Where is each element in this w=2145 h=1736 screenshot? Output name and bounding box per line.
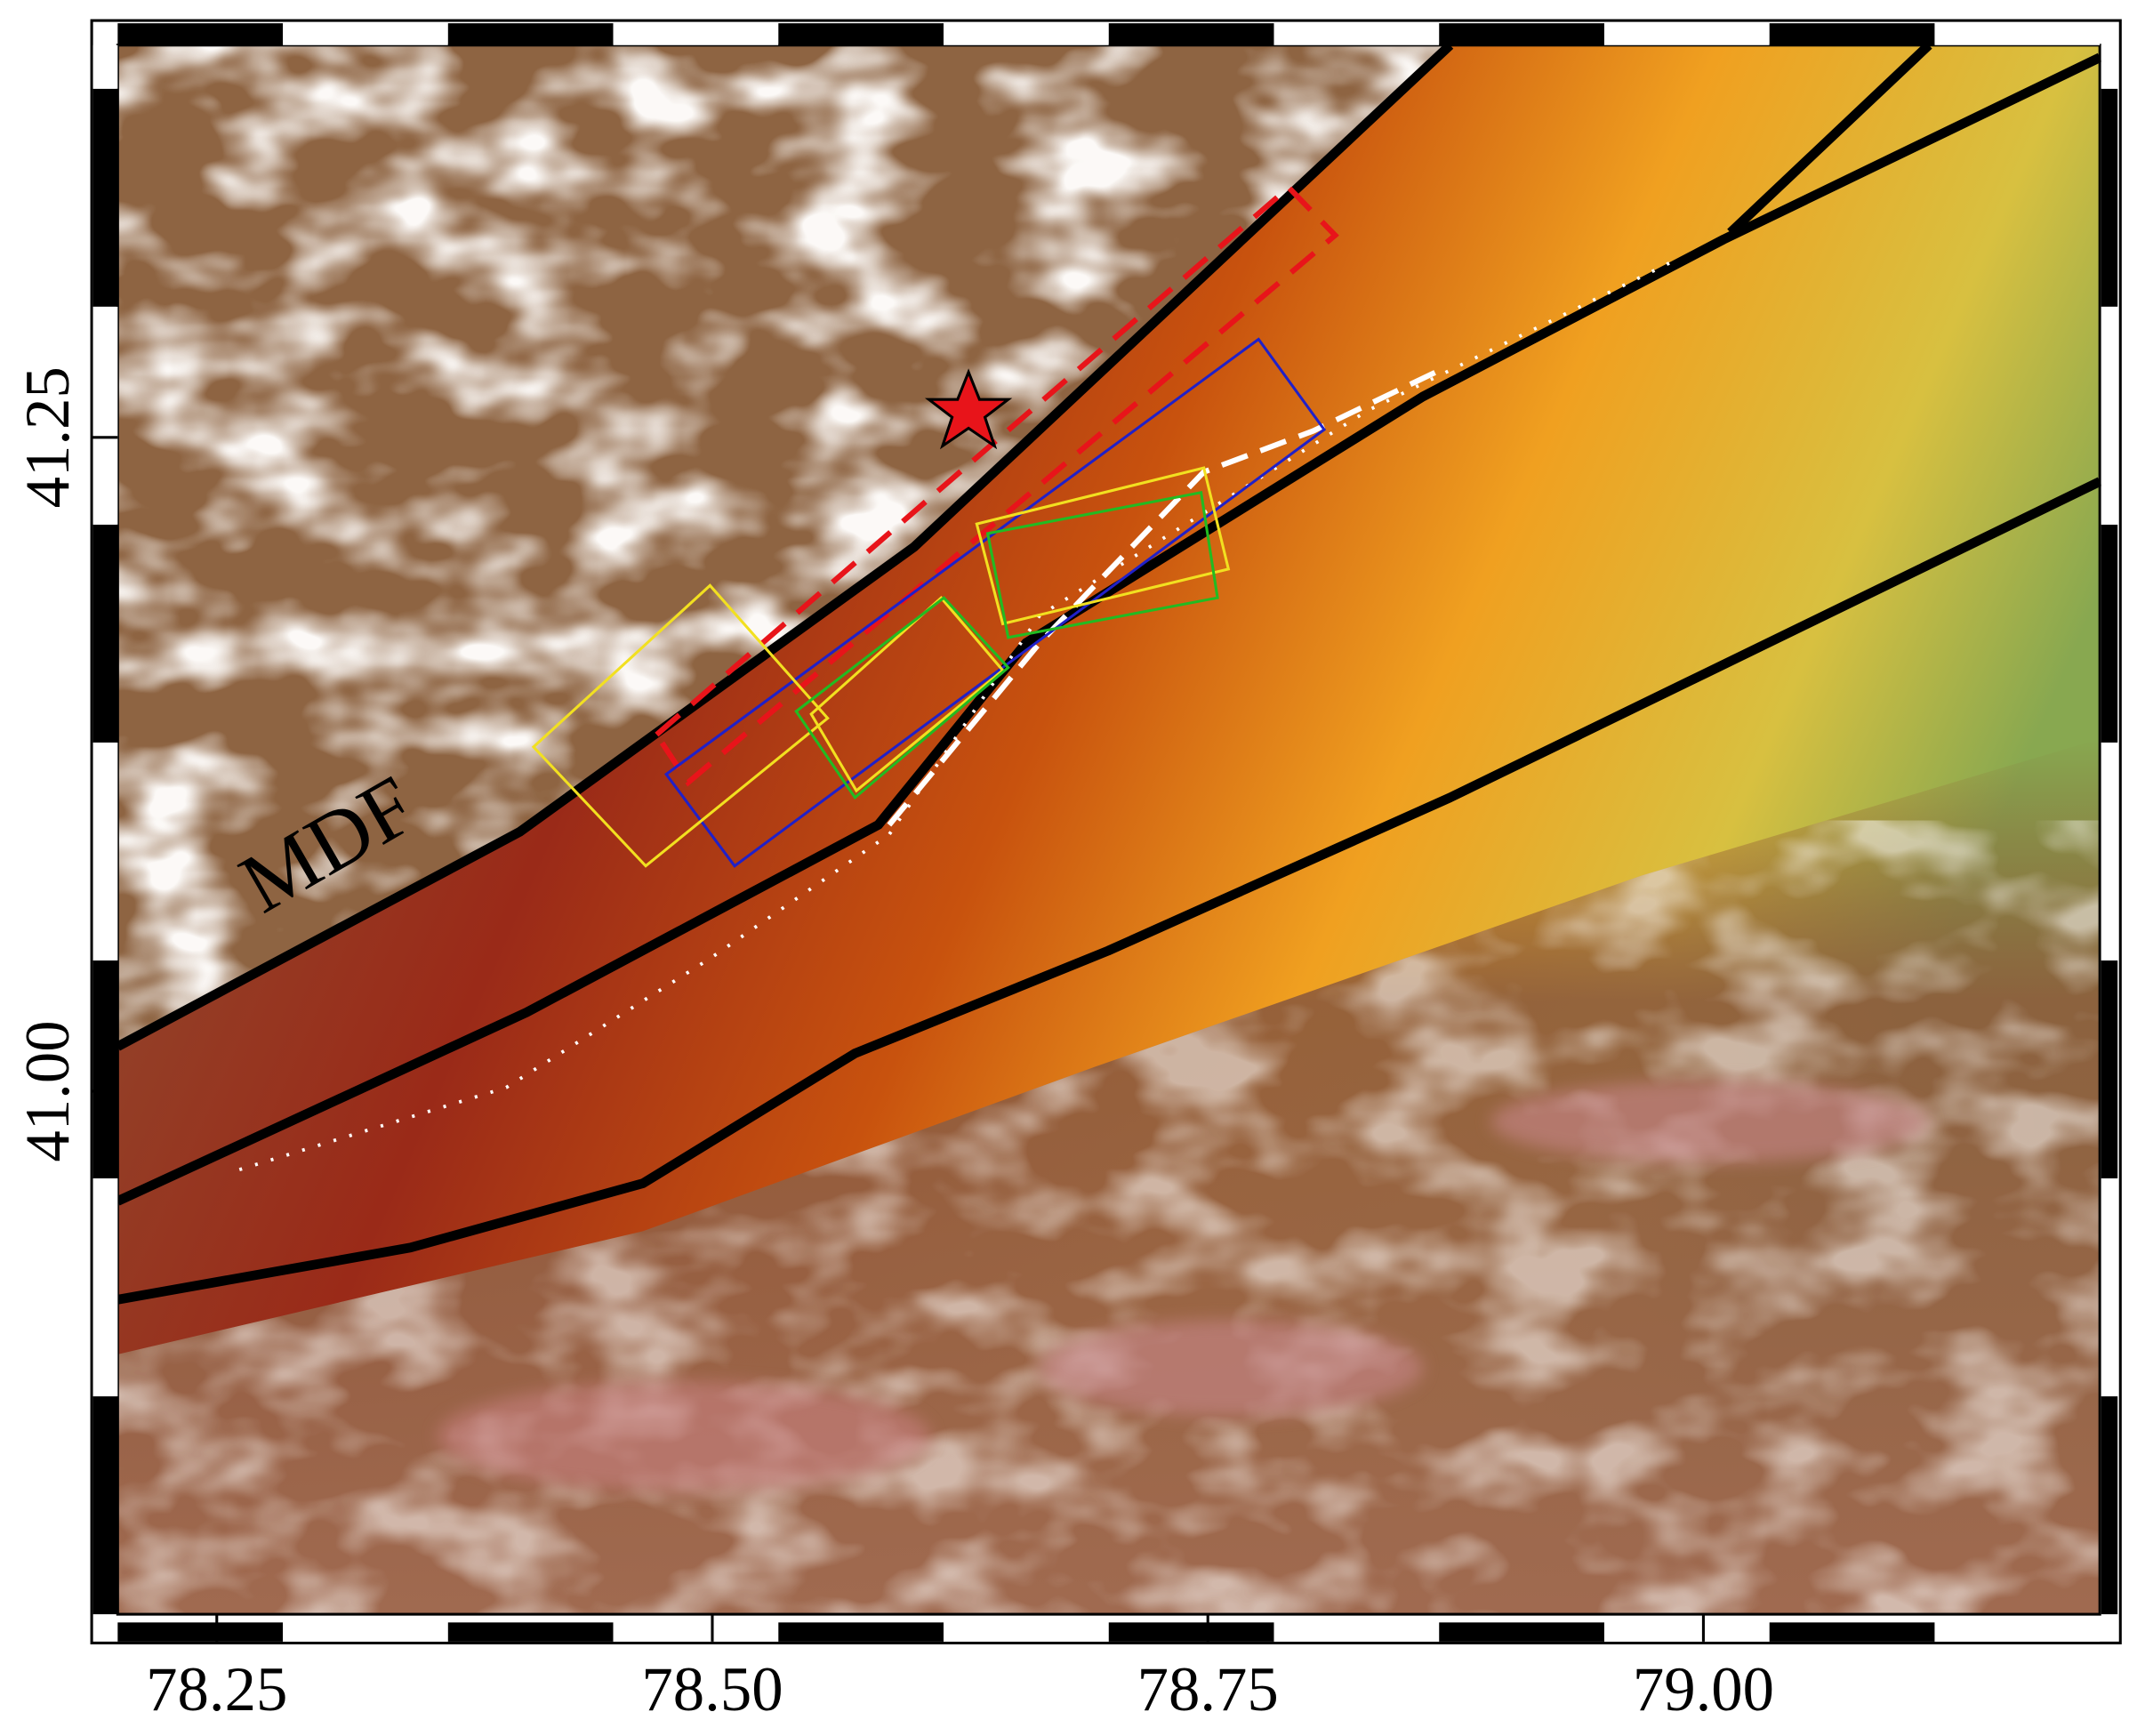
frame-checker (2101, 742, 2118, 960)
x-tick-label: 78.25 (146, 1655, 287, 1724)
frame-checker (1934, 23, 2101, 45)
frame-checker (117, 23, 284, 45)
frame-checker (1439, 23, 1604, 45)
faults (115, 41, 2102, 1305)
frame-checker (1769, 1622, 1935, 1642)
frame-checker (944, 1622, 1109, 1642)
frame-checker (1603, 1622, 1770, 1642)
x-tick-label: 78.75 (1137, 1655, 1279, 1724)
frame-checker (778, 23, 944, 45)
frame-checker (1108, 1622, 1274, 1642)
dotted-trace (238, 258, 1677, 1172)
model-box (663, 337, 1327, 868)
frame-checker (92, 960, 118, 1179)
frame-checker (1603, 23, 1770, 45)
frame-checker (613, 23, 779, 45)
frame-checker (283, 23, 448, 45)
frame-checker (2101, 1396, 2118, 1615)
frame-checker (92, 44, 118, 89)
frame-checker (283, 1622, 448, 1642)
frame-checker (1273, 1622, 1440, 1642)
model-boxes (531, 466, 1231, 868)
epicenter (924, 368, 1013, 450)
frame-checker (117, 1622, 284, 1642)
frame-checker (92, 306, 118, 525)
frame-checker (1108, 23, 1274, 45)
y-tick-label: 41.25 (13, 366, 83, 508)
y-tick-label: 41.00 (13, 1020, 83, 1161)
frame-border (90, 19, 2122, 1644)
frame-checker (2101, 524, 2118, 743)
frame-checker (2101, 1178, 2118, 1397)
frame-checker (92, 88, 118, 307)
frame (90, 19, 2122, 1644)
x-tick-label: 78.50 (641, 1655, 783, 1724)
tick-labels: 78.25 78.50 78.75 79.00 41.00 41.25 (13, 366, 1774, 1724)
frame-checker (613, 1622, 779, 1642)
frame-checker (92, 1396, 118, 1615)
frame-checker (1273, 23, 1440, 45)
frame-checker (944, 23, 1109, 45)
frame-checker (92, 742, 118, 960)
frame-checker (1439, 1622, 1604, 1642)
frame-checker (1769, 23, 1935, 45)
frame-checker (778, 1622, 944, 1642)
terrain (117, 44, 2101, 1615)
frame-checker (2101, 88, 2118, 307)
frame-checker (447, 1622, 614, 1642)
frame-checker (92, 1178, 118, 1397)
frame-checker (1934, 1622, 2101, 1642)
frame-checker (2101, 960, 2118, 1179)
x-tick-label: 79.00 (1633, 1655, 1774, 1724)
frame-checker (447, 23, 614, 45)
frame-checker (2101, 44, 2118, 89)
frame-checker (2101, 306, 2118, 525)
frame-checker (92, 524, 118, 743)
